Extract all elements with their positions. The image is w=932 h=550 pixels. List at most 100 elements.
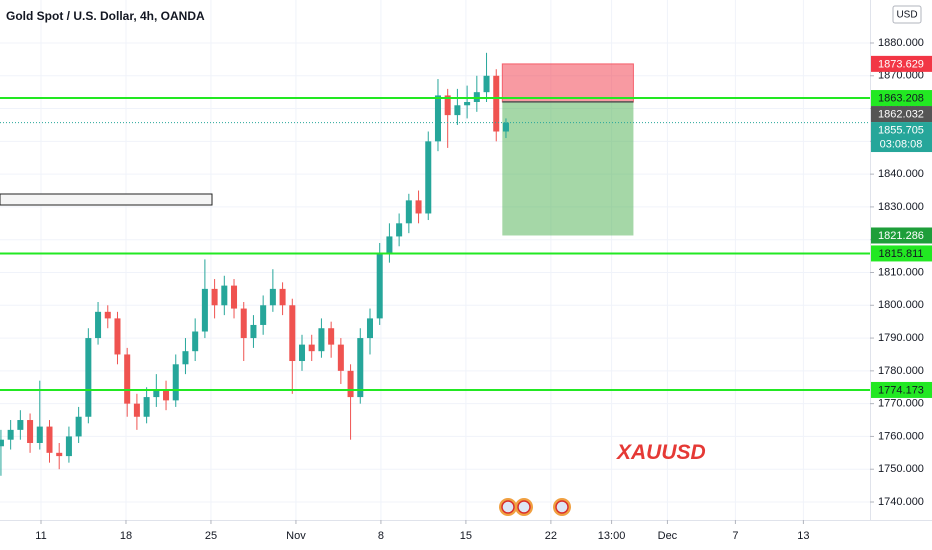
y-tick-label: 1880.000 <box>878 37 924 49</box>
x-tick-label: 13 <box>797 530 809 542</box>
countdown-label: 03:08:08 <box>880 138 923 150</box>
candle-body <box>269 288 276 306</box>
price-tag-label: 1855.705 <box>878 124 924 136</box>
candle-body <box>396 223 403 237</box>
y-tick-label: 1830.000 <box>878 201 924 213</box>
candle-body <box>85 338 92 417</box>
candle-body <box>308 344 315 352</box>
x-tick-label: 15 <box>460 530 472 542</box>
y-tick-label: 1870.000 <box>878 70 924 82</box>
target-zone <box>502 101 634 236</box>
candle-body <box>211 288 218 306</box>
candle-body <box>46 426 53 453</box>
candle-body <box>114 318 121 355</box>
price-tags: 1873.629 1863.208 1862.032 1855.705 03:08:08… <box>871 55 932 398</box>
candle-body <box>405 200 412 224</box>
candle-body <box>7 429 14 440</box>
candle-body <box>415 200 422 214</box>
candle-body <box>124 354 131 404</box>
price-tag-label: 1821.286 <box>878 230 924 242</box>
candle-body <box>104 311 111 319</box>
x-tick-label: 13:00 <box>598 530 626 542</box>
candle-body <box>163 390 170 401</box>
chart-title: Gold Spot / U.S. Dollar, 4h, OANDA <box>6 9 205 23</box>
candle-body <box>444 95 451 116</box>
candle-body <box>17 420 24 430</box>
candle-body <box>318 328 325 352</box>
candle-body <box>201 288 208 332</box>
candle-body <box>357 338 364 398</box>
price-tag-label: 1873.629 <box>878 58 924 70</box>
candles <box>0 52 509 476</box>
x-tick-label: Dec <box>658 530 678 542</box>
candle-body <box>279 288 286 306</box>
x-tick-label: 25 <box>205 530 217 542</box>
x-tick-label: 8 <box>378 530 384 542</box>
candle-body <box>376 252 383 319</box>
candle-body <box>298 344 306 362</box>
x-tick-label: Nov <box>286 530 306 542</box>
x-tick-label: 11 <box>35 530 46 542</box>
price-tag <box>871 55 932 72</box>
event-flag <box>501 500 515 514</box>
candle-body <box>502 122 509 132</box>
y-tick-label: 1740.000 <box>878 496 924 508</box>
candle-body <box>240 308 247 339</box>
y-tick-label: 1800.000 <box>878 299 924 311</box>
candle-body <box>75 416 82 437</box>
candle-body <box>65 436 72 457</box>
event-flag <box>517 500 531 514</box>
candle-body <box>153 390 160 398</box>
currency-box[interactable] <box>892 5 922 24</box>
candle-body <box>231 285 238 309</box>
plot-area <box>501 63 634 236</box>
price-tag <box>871 245 932 262</box>
currency-label[interactable]: USD <box>896 10 917 21</box>
candle-body <box>250 324 257 339</box>
price-tag-label: 1863.208 <box>878 92 924 104</box>
candle-body <box>133 403 140 417</box>
candle-body <box>36 426 43 443</box>
candle-body <box>27 420 34 443</box>
y-tick-label: 1780.000 <box>878 365 924 377</box>
candle-body <box>289 305 296 362</box>
drawn-rectangle <box>0 193 213 206</box>
candle-body <box>386 236 393 253</box>
candle-body <box>434 95 441 142</box>
candle-body <box>192 331 199 352</box>
x-tick-label: 18 <box>120 530 132 542</box>
candle-body <box>143 397 150 417</box>
y-tick-label: 1750.000 <box>878 463 924 475</box>
price-tag-label: 1815.811 <box>878 248 923 260</box>
candle-body <box>464 102 471 106</box>
candle-body <box>483 75 490 93</box>
stop-zone <box>501 63 634 103</box>
x-tick-label: 7 <box>732 530 738 542</box>
candle-body <box>221 285 228 306</box>
price-tag-label: 1862.032 <box>878 108 924 120</box>
grid <box>0 0 870 520</box>
candle-body <box>328 328 335 345</box>
event-flag <box>555 500 569 514</box>
candle-body <box>0 439 4 447</box>
price-tag <box>871 227 932 244</box>
candle-body <box>56 452 63 457</box>
y-tick-label: 1790.000 <box>878 332 924 344</box>
event-icons <box>499 498 571 516</box>
annotation: XAUUSD <box>616 441 706 464</box>
candle-body <box>260 305 267 325</box>
y-tick-label: 1760.000 <box>878 430 924 442</box>
candle-body <box>172 364 179 401</box>
candle-body <box>347 370 354 398</box>
x-tick-label: 22 <box>545 530 557 542</box>
candle-body <box>454 105 461 116</box>
y-tick-label: 1840.000 <box>878 168 924 180</box>
price-tag <box>871 381 932 398</box>
candle-body <box>182 351 189 365</box>
y-tick-label: 1810.000 <box>878 266 924 278</box>
price-tag-label: 1774.173 <box>878 384 924 396</box>
candle-body <box>337 344 344 371</box>
candle-body <box>493 75 500 132</box>
candle-body <box>95 311 102 339</box>
